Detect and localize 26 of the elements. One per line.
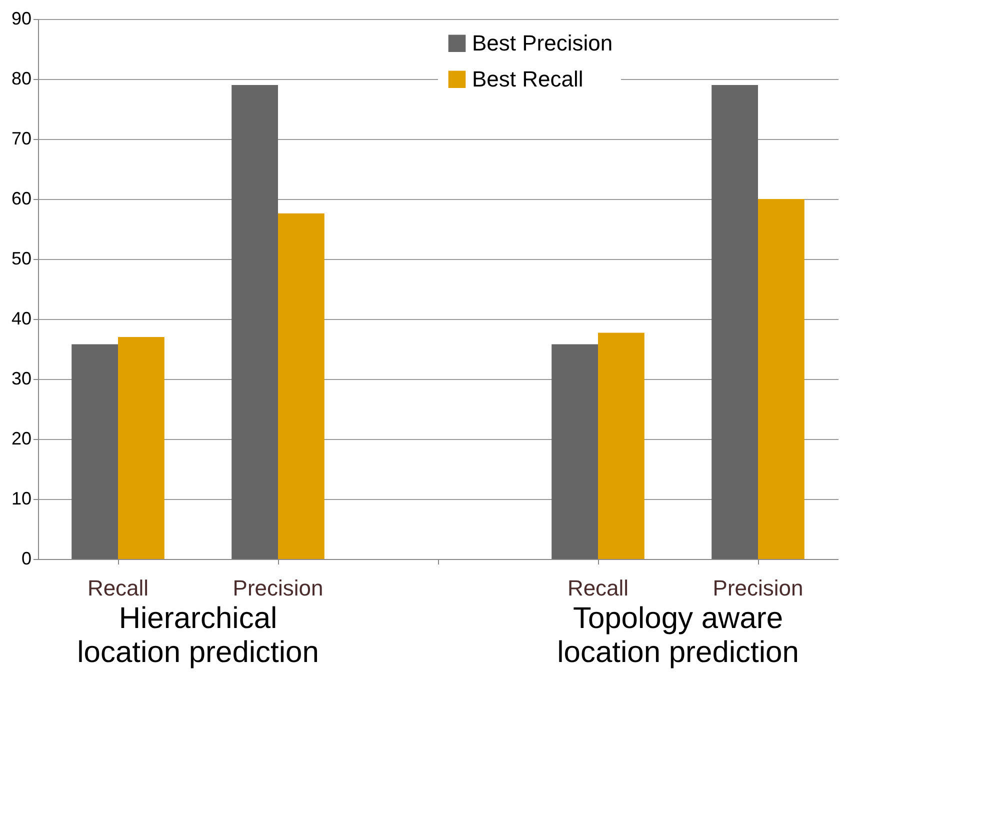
x-tick-label: Recall xyxy=(87,576,149,600)
y-tick-label: 60 xyxy=(11,188,32,208)
y-tick-label: 50 xyxy=(11,248,32,268)
bar xyxy=(712,85,758,559)
text: Hierarchical location prediction xyxy=(77,602,319,669)
bar xyxy=(552,344,598,559)
x-tick-label: Precision xyxy=(712,576,804,600)
bar xyxy=(232,85,278,559)
y-tick-label: 20 xyxy=(11,428,32,448)
y-tick-label: 90 xyxy=(11,8,32,28)
bar xyxy=(72,344,118,559)
legend-label: Best Recall xyxy=(472,66,584,92)
bar xyxy=(758,199,804,559)
y-tick-label: 30 xyxy=(11,368,32,388)
x-tick-label: Recall xyxy=(567,576,629,600)
y-tick-label: 0 xyxy=(21,548,32,568)
bar xyxy=(598,332,644,559)
y-tick-label: 70 xyxy=(11,128,32,148)
bar xyxy=(278,213,324,559)
text: Topology aware location prediction xyxy=(557,602,799,669)
x-tick-label: Precision xyxy=(232,576,324,600)
y-tick-label: 10 xyxy=(11,488,32,508)
bar xyxy=(118,337,164,559)
legend-label: Best Precision xyxy=(472,30,613,56)
y-tick-label: 80 xyxy=(11,68,32,88)
y-tick-label: 40 xyxy=(11,308,32,328)
